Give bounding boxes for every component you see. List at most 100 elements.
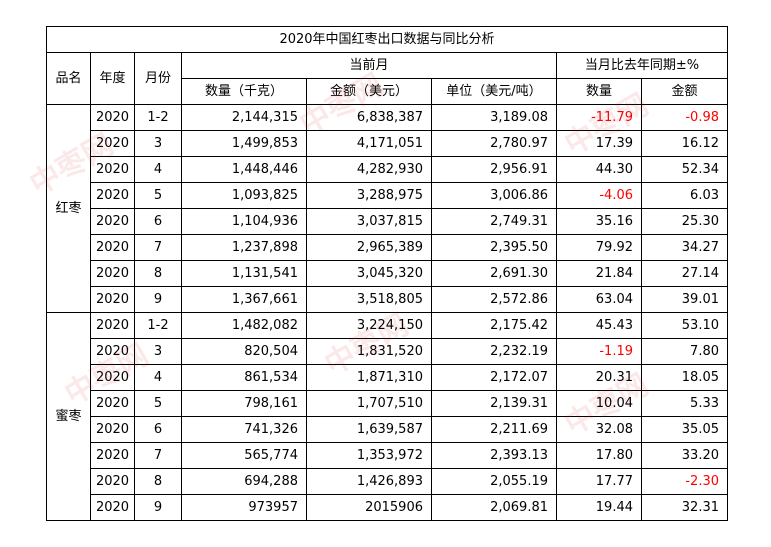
year-cell: 2020 (90, 130, 135, 157)
yoy-amount-cell: 53.10 (641, 312, 728, 339)
unit-price-cell: 3,006.86 (431, 182, 557, 209)
month-cell: 8 (134, 260, 182, 287)
amount-cell: 1,831,520 (306, 338, 432, 365)
amount-cell: 6,838,387 (306, 104, 432, 131)
yoy-amount-cell: 16.12 (641, 130, 728, 157)
quantity-cell: 741,326 (181, 416, 307, 443)
quantity-cell: 565,774 (181, 442, 307, 469)
yoy-amount-cell: 32.31 (641, 494, 728, 521)
year-cell: 2020 (90, 442, 135, 469)
quantity-cell: 2,144,315 (181, 104, 307, 131)
month-cell: 4 (134, 156, 182, 183)
year-cell: 2020 (90, 104, 135, 131)
header-month: 月份 (134, 52, 182, 105)
unit-price-cell: 2,956.91 (431, 156, 557, 183)
amount-cell: 3,037,815 (306, 208, 432, 235)
yoy-amount-cell: 5.33 (641, 390, 728, 417)
yoy-quantity-cell: 17.39 (556, 130, 642, 157)
table-title: 2020年中国红枣出口数据与同比分析 (46, 26, 728, 53)
month-cell: 1-2 (134, 312, 182, 339)
unit-price-cell: 2,055.19 (431, 468, 557, 495)
quantity-cell: 1,093,825 (181, 182, 307, 209)
unit-price-cell: 2,069.81 (431, 494, 557, 521)
year-cell: 2020 (90, 182, 135, 209)
table-row: 2020 4 1,448,446 4,282,930 2,956.91 44.30 52.3… (47, 156, 728, 183)
table-row: 2020 6 741,326 1,639,587 2,211.69 32.08 35.05 (47, 416, 728, 443)
yoy-amount-cell: 39.01 (641, 286, 728, 313)
year-cell: 2020 (90, 468, 135, 495)
month-cell: 9 (134, 286, 182, 313)
table-row: 蜜枣 2020 1-2 1,482,082 3,224,150 2,175.42 45.43… (46, 312, 728, 521)
header-row-2: 数量（千克） 金额（美元） 单位（美元/吨） 数量 金额 (47, 78, 728, 105)
year-cell: 2020 (90, 494, 135, 521)
year-cell: 2020 (90, 364, 135, 391)
quantity-cell: 820,504 (181, 338, 307, 365)
amount-cell: 4,282,930 (306, 156, 432, 183)
quantity-cell: 1,104,936 (181, 208, 307, 235)
amount-cell: 1,871,310 (306, 364, 432, 391)
header-quantity: 数量（千克） (181, 78, 307, 105)
month-cell: 7 (134, 442, 182, 469)
month-cell: 6 (134, 208, 182, 235)
amount-cell: 3,224,150 (306, 312, 432, 339)
table-row: 2020 3 1,499,853 4,171,051 2,780.97 17.39 16.1… (47, 130, 728, 157)
product-name-cell: 红枣 (46, 104, 91, 313)
month-cell: 9 (134, 494, 182, 521)
year-cell: 2020 (90, 260, 135, 287)
yoy-quantity-cell: 20.31 (556, 364, 642, 391)
unit-price-cell: 3,189.08 (431, 104, 557, 131)
unit-price-cell: 2,395.50 (431, 234, 557, 261)
quantity-cell: 1,499,853 (181, 130, 307, 157)
yoy-quantity-cell: -1.19 (556, 338, 642, 365)
quantity-cell: 861,534 (181, 364, 307, 391)
header-unit-price: 单位（美元/吨） (431, 78, 557, 105)
table-row: 红枣 2020 1-2 2,144,315 6,838,387 3,189.08 -11.7… (46, 104, 728, 313)
yoy-amount-cell: 35.05 (641, 416, 728, 443)
table-row: 2020 9 973957 2015906 2,069.81 19.44 32.31 (47, 494, 728, 521)
export-table-container: 2020年中国红枣出口数据与同比分析 品名 年度 月份 当前月 当月比去年同期±… (46, 26, 728, 521)
yoy-quantity-cell: 17.77 (556, 468, 642, 495)
unit-price-cell: 2,572.86 (431, 286, 557, 313)
year-cell: 2020 (90, 338, 135, 365)
yoy-quantity-cell: 79.92 (556, 234, 642, 261)
month-cell: 8 (134, 468, 182, 495)
table-row: 2020 7 1,237,898 2,965,389 2,395.50 79.92 34.2… (47, 234, 728, 261)
year-cell: 2020 (90, 390, 135, 417)
month-cell: 3 (134, 338, 182, 365)
month-cell: 5 (134, 390, 182, 417)
quantity-cell: 1,131,541 (181, 260, 307, 287)
yoy-quantity-cell: 35.16 (556, 208, 642, 235)
yoy-amount-cell: 27.14 (641, 260, 728, 287)
header-yoy-amount: 金额 (641, 78, 728, 105)
year-cell: 2020 (90, 416, 135, 443)
quantity-cell: 694,288 (181, 468, 307, 495)
month-cell: 4 (134, 364, 182, 391)
yoy-quantity-cell: 10.04 (556, 390, 642, 417)
yoy-amount-cell: 18.05 (641, 364, 728, 391)
year-cell: 2020 (90, 286, 135, 313)
amount-cell: 3,288,975 (306, 182, 432, 209)
month-cell: 6 (134, 416, 182, 443)
unit-price-cell: 2,172.07 (431, 364, 557, 391)
year-cell: 2020 (90, 312, 135, 339)
yoy-quantity-cell: 45.43 (556, 312, 642, 339)
product-name-cell: 蜜枣 (46, 312, 91, 521)
yoy-quantity-cell: 63.04 (556, 286, 642, 313)
amount-cell: 2015906 (306, 494, 432, 521)
header-year: 年度 (90, 52, 135, 105)
unit-price-cell: 2,175.42 (431, 312, 557, 339)
header-yoy-quantity: 数量 (556, 78, 642, 105)
yoy-quantity-cell: -4.06 (556, 182, 642, 209)
header-amount: 金额（美元） (306, 78, 432, 105)
yoy-amount-cell: 33.20 (641, 442, 728, 469)
year-cell: 2020 (90, 208, 135, 235)
table-row: 2020 3 820,504 1,831,520 2,232.19 -1.19 7.80 (47, 338, 728, 365)
yoy-amount-cell: -2.30 (641, 468, 728, 495)
yoy-quantity-cell: -11.79 (556, 104, 642, 131)
yoy-quantity-cell: 17.80 (556, 442, 642, 469)
amount-cell: 1,426,893 (306, 468, 432, 495)
yoy-amount-cell: 25.30 (641, 208, 728, 235)
quantity-cell: 1,482,082 (181, 312, 307, 339)
unit-price-cell: 2,139.31 (431, 390, 557, 417)
quantity-cell: 1,237,898 (181, 234, 307, 261)
